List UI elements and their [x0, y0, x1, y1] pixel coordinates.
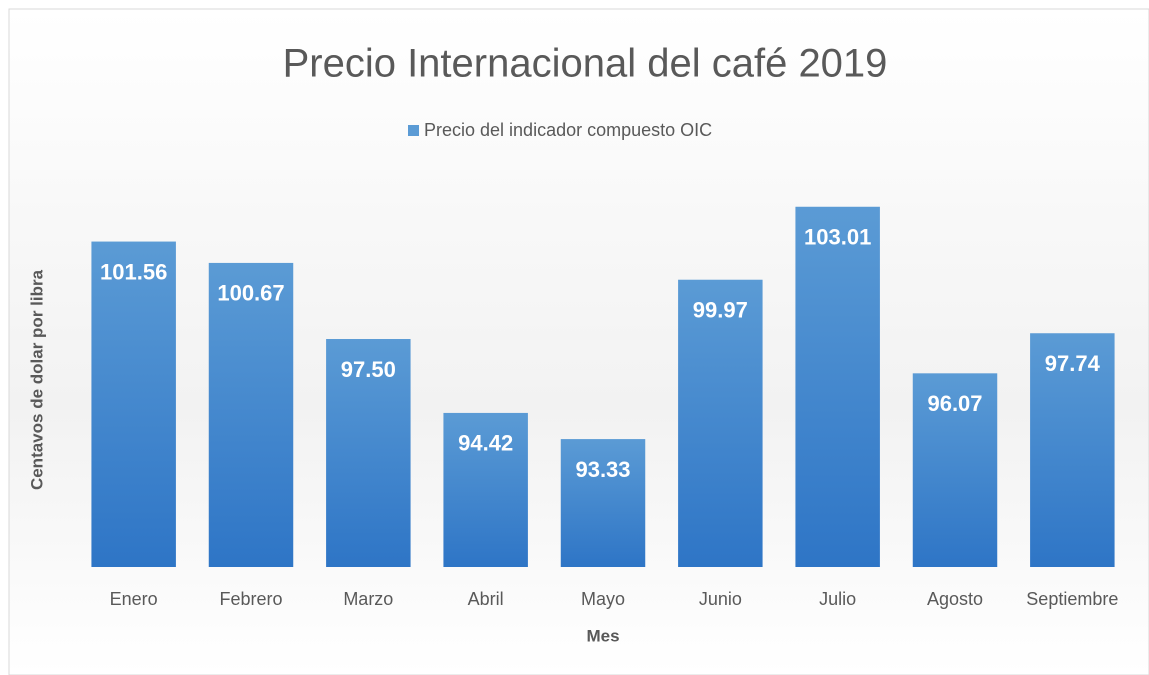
- data-label: 99.97: [693, 298, 748, 323]
- x-tick-label: Febrero: [219, 589, 282, 609]
- bar: [560, 439, 646, 567]
- data-label: 100.67: [217, 281, 284, 306]
- chart-title: Precio Internacional del café 2019: [283, 42, 888, 86]
- bar: [326, 339, 411, 567]
- y-axis-title: Centavos de dolar por libra: [27, 269, 46, 490]
- data-label: 96.07: [927, 391, 982, 416]
- x-tick-label: Enero: [110, 589, 158, 609]
- chart-frame: [8, 8, 1149, 675]
- legend-swatch: [408, 125, 419, 136]
- x-tick-label: Marzo: [343, 589, 393, 609]
- bar: [91, 241, 176, 567]
- data-label: 94.42: [458, 431, 513, 456]
- bar: [208, 262, 294, 567]
- data-label: 93.33: [575, 457, 630, 482]
- x-tick-label: Mayo: [581, 589, 625, 609]
- data-label: 101.56: [100, 259, 167, 284]
- x-axis-title: Mes: [586, 626, 619, 645]
- x-tick-label: Junio: [699, 589, 742, 609]
- x-tick-label: Julio: [819, 589, 856, 609]
- legend-label: Precio del indicador compuesto OIC: [424, 120, 712, 140]
- bar: [795, 206, 880, 567]
- bar: [443, 412, 528, 567]
- x-tick-label: Abril: [468, 589, 504, 609]
- data-label: 103.01: [804, 225, 871, 250]
- data-label: 97.50: [341, 357, 396, 382]
- data-label: 97.74: [1045, 351, 1101, 376]
- bar: [678, 279, 763, 567]
- bar: [912, 373, 998, 567]
- x-tick-label: Septiembre: [1026, 589, 1118, 609]
- bar: [1030, 333, 1115, 567]
- x-tick-label: Agosto: [927, 589, 983, 609]
